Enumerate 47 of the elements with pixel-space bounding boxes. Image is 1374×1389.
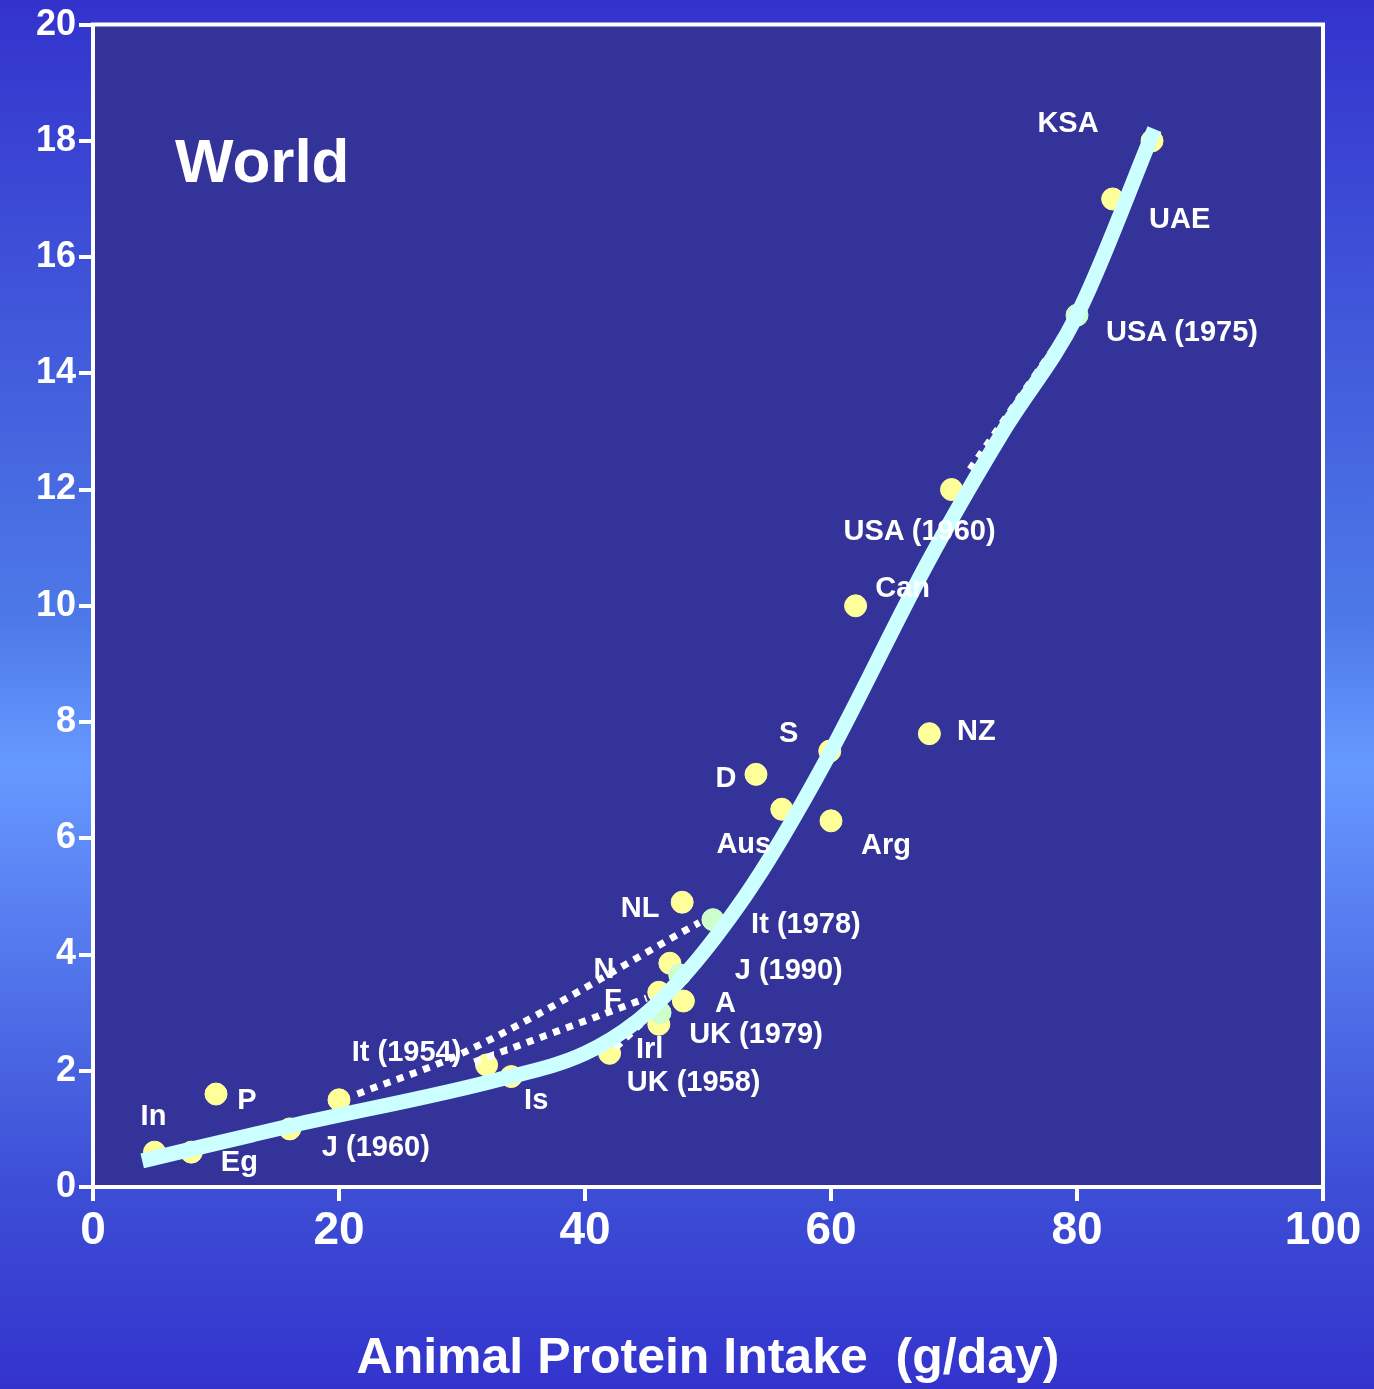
annotation: D xyxy=(715,761,737,794)
annotation: Arg xyxy=(861,827,911,860)
x-tick-label: 60 xyxy=(805,1202,857,1255)
point xyxy=(670,890,694,914)
y-tick-label: 10 xyxy=(35,582,76,624)
y-tick-label: 4 xyxy=(55,931,76,973)
y-tick-label: 20 xyxy=(35,1,76,43)
annotation: J (1990) xyxy=(734,952,843,985)
annotation: P xyxy=(237,1083,257,1116)
annotation: It (1978) xyxy=(751,906,861,939)
annotation: USA (1975) xyxy=(1105,315,1259,348)
x-tick-label: 40 xyxy=(559,1202,611,1255)
point xyxy=(819,809,843,833)
point xyxy=(844,594,868,618)
annotation: UAE xyxy=(1149,201,1211,234)
annotation: NL xyxy=(620,891,660,924)
annotation: F xyxy=(603,983,622,1016)
point xyxy=(917,722,941,746)
annotation: In xyxy=(140,1099,167,1132)
annotation: Is xyxy=(524,1082,549,1115)
point xyxy=(744,762,768,786)
y-tick-label: 16 xyxy=(35,234,76,275)
annotation: NZ xyxy=(957,713,996,746)
y-tick-label: 0 xyxy=(55,1163,76,1205)
x-tick-label: 20 xyxy=(313,1202,365,1255)
y-tick-label: 12 xyxy=(35,466,76,508)
annotation: Irl xyxy=(635,1032,664,1065)
y-tick-label: 8 xyxy=(55,698,76,740)
y-tick-label: 18 xyxy=(35,117,76,159)
annotation: A xyxy=(714,986,736,1019)
text: World xyxy=(175,125,350,195)
annotation: S xyxy=(779,716,799,749)
x-tick-label: 80 xyxy=(1051,1202,1103,1255)
annotation: It (1954) xyxy=(351,1034,462,1067)
x-tick-label: 100 xyxy=(1284,1202,1362,1255)
annotation: UK (1979) xyxy=(689,1016,823,1049)
annotation: KSA xyxy=(1037,105,1099,138)
annotation: Aus xyxy=(716,827,772,860)
y-tick-label: 2 xyxy=(55,1047,76,1089)
x-axis-title: Animal Protein Intake (g/day) xyxy=(356,1327,1060,1384)
annotation: UK (1958) xyxy=(626,1065,761,1098)
annotation: Eg xyxy=(220,1145,258,1178)
annotation: J (1960) xyxy=(321,1129,430,1162)
point xyxy=(671,989,695,1013)
y-tick-label: 6 xyxy=(55,815,76,857)
point xyxy=(204,1082,228,1106)
y-tick-label: 14 xyxy=(35,350,76,392)
